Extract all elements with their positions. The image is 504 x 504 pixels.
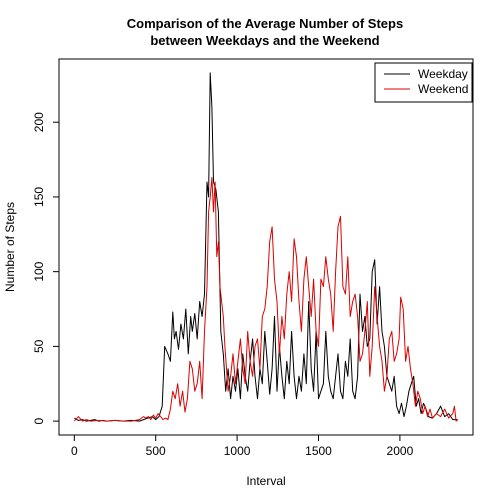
y-tick-label: 0	[32, 417, 46, 424]
legend: Weekday Weekend	[374, 62, 473, 103]
series-line-weekend	[73, 177, 459, 422]
chart-title: Comparison of the Average Number of Step…	[127, 16, 403, 48]
series-line-weekday	[74, 72, 458, 422]
y-tick-label: 200	[32, 112, 46, 132]
x-tick-label: 500	[146, 444, 166, 458]
chart-title-line-2: between Weekdays and the Weekend	[150, 33, 379, 48]
y-tick-label: 100	[32, 261, 46, 281]
x-tick-label: 1500	[305, 444, 332, 458]
x-tick-label: 0	[71, 444, 78, 458]
y-axis: 0 50 100 150 200	[32, 112, 60, 424]
y-tick-label: 150	[32, 187, 46, 207]
legend-label-weekend: Weekend	[418, 82, 468, 96]
x-tick-label: 1000	[224, 444, 251, 458]
x-axis: 0 500 1000 1500 2000	[71, 434, 414, 458]
legend-label-weekday: Weekday	[418, 67, 468, 81]
chart-title-line-1: Comparison of the Average Number of Step…	[127, 16, 403, 31]
y-tick-label: 50	[32, 339, 46, 353]
legend-box	[374, 62, 473, 103]
x-tick-label: 2000	[387, 444, 414, 458]
y-axis-label: Number of Steps	[3, 202, 17, 292]
x-axis-label: Interval	[246, 474, 285, 488]
series-layer	[73, 72, 459, 422]
